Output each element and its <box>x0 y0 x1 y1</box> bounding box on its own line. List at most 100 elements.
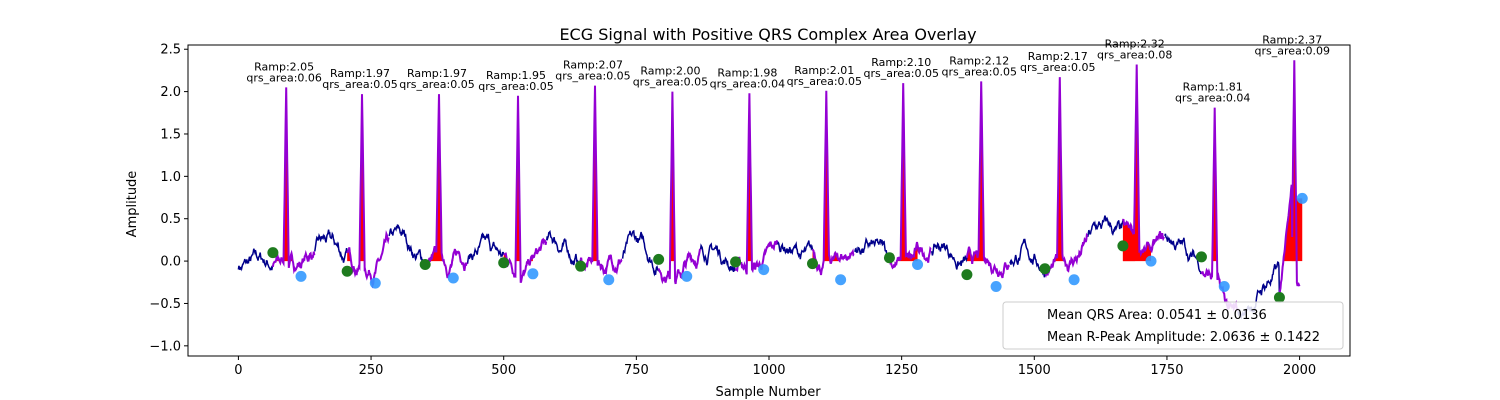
qrs-area-annotation-1: qrs_area:0.06 <box>246 71 321 84</box>
qrs-segment-line-4 <box>503 95 548 284</box>
qrs-segment-line-8 <box>811 90 855 276</box>
legend-entry-2: Mean R-Peak Amplitude: 2.0636 ± 0.1422 <box>1047 330 1320 345</box>
qrs-onset-marker-6 <box>653 253 665 265</box>
qrs-offset-marker-14 <box>1296 192 1308 204</box>
qrs-area-fill-8 <box>812 90 841 262</box>
x-tick-label-500: 500 <box>491 363 516 378</box>
qrs-segment-line-7 <box>734 93 778 275</box>
r-amp-annotation-11: Ramp:2.17 <box>1028 50 1088 63</box>
qrs-offset-marker-3 <box>447 272 459 284</box>
qrs-onset-marker-2 <box>341 265 353 277</box>
y-tick-label-0: −1.0 <box>149 339 181 354</box>
r-amp-annotation-14: Ramp:2.37 <box>1262 33 1322 46</box>
qrs-segment-line-1 <box>271 87 316 275</box>
legend-entry-1: Mean QRS Area: 0.0541 ± 0.0136 <box>1047 308 1267 323</box>
legend: Mean QRS Area: 0.0541 ± 0.0136 Mean R-Pea… <box>1002 301 1344 350</box>
qrs-offset-marker-9 <box>912 258 924 270</box>
qrs-area-fill-12 <box>1122 64 1152 262</box>
qrs-onset-marker-14 <box>1273 292 1285 304</box>
qrs-onset-marker-5 <box>575 260 587 272</box>
y-tick-label-3: 0.5 <box>160 212 181 227</box>
y-axis-label: Amplitude <box>125 171 140 238</box>
qrs-segment-line-2 <box>346 94 390 289</box>
x-tick-label-1250: 1250 <box>885 363 918 378</box>
r-amp-annotation-6: Ramp:2.00 <box>640 65 700 78</box>
r-amp-annotation-12: Ramp:2.32 <box>1105 37 1165 50</box>
legend-box <box>1002 301 1344 350</box>
qrs-area-annotation-13: qrs_area:0.04 <box>1175 92 1250 105</box>
r-amp-annotation-1: Ramp:2.05 <box>254 60 314 73</box>
qrs-area-annotation-7: qrs_area:0.04 <box>710 77 785 90</box>
qrs-area-annotation-5: qrs_area:0.05 <box>555 70 630 83</box>
qrs-offset-marker-13 <box>1218 281 1230 293</box>
qrs-area-annotation-14: qrs_area:0.09 <box>1255 44 1330 57</box>
r-amp-annotation-3: Ramp:1.97 <box>407 67 467 80</box>
x-tick-label-2000: 2000 <box>1283 363 1316 378</box>
qrs-segment-line-12 <box>1121 64 1165 258</box>
qrs-area-annotation-6: qrs_area:0.05 <box>633 76 708 89</box>
r-amp-annotation-9: Ramp:2.10 <box>871 56 931 69</box>
r-amp-annotation-7: Ramp:1.98 <box>717 66 777 79</box>
x-tick-label-1000: 1000 <box>752 363 785 378</box>
qrs-offset-marker-11 <box>1068 274 1080 286</box>
qrs-area-annotation-2: qrs_area:0.05 <box>322 78 397 91</box>
qrs-area-fill-3 <box>425 94 454 262</box>
qrs-area-fill-11 <box>1044 77 1075 262</box>
qrs-segment-line-14 <box>1278 60 1301 298</box>
qrs-offset-marker-10 <box>990 281 1002 293</box>
qrs-onset-marker-1 <box>267 247 279 259</box>
x-axis-label: Sample Number <box>715 385 821 400</box>
x-tick-label-1500: 1500 <box>1018 363 1051 378</box>
qrs-offset-marker-6 <box>681 270 693 282</box>
chart-title: ECG Signal with Positive QRS Complex Are… <box>559 25 976 44</box>
qrs-area-annotation-8: qrs_area:0.05 <box>787 75 862 88</box>
qrs-segment-line-11 <box>1043 77 1089 278</box>
qrs-segment-line-10 <box>965 81 1010 279</box>
qrs-area-annotation-11: qrs_area:0.05 <box>1020 61 1095 74</box>
qrs-offset-marker-5 <box>603 274 615 286</box>
x-tick-label-750: 750 <box>624 363 649 378</box>
r-amp-annotation-2: Ramp:1.97 <box>330 67 390 80</box>
qrs-area-annotation-3: qrs_area:0.05 <box>399 78 474 91</box>
qrs-onset-marker-12 <box>1117 240 1129 252</box>
r-amp-annotation-13: Ramp:1.81 <box>1183 81 1243 94</box>
qrs-offset-marker-2 <box>369 277 381 289</box>
r-amp-annotation-8: Ramp:2.01 <box>794 64 854 77</box>
r-amp-annotation-10: Ramp:2.12 <box>949 54 1009 67</box>
qrs-area-fill-10 <box>966 81 997 262</box>
x-tick-label-0: 0 <box>234 363 242 378</box>
qrs-segment-line-3 <box>424 94 468 279</box>
qrs-area-fill-9 <box>889 83 918 262</box>
qrs-offset-marker-4 <box>527 268 539 280</box>
qrs-offset-marker-12 <box>1145 255 1157 267</box>
y-tick-label-1: −0.5 <box>149 297 181 312</box>
qrs-onset-marker-8 <box>807 258 819 270</box>
qrs-segment-line-13 <box>1200 107 1239 312</box>
r-amp-annotation-5: Ramp:2.07 <box>563 59 623 72</box>
qrs-onset-marker-13 <box>1195 251 1207 263</box>
x-tick-label-250: 250 <box>359 363 384 378</box>
qrs-onset-marker-3 <box>419 258 431 270</box>
qrs-segment-line-6 <box>657 91 701 285</box>
qrs-onset-marker-4 <box>498 257 510 269</box>
qrs-segment-line-5 <box>579 85 623 276</box>
qrs-onset-marker-11 <box>1039 263 1051 275</box>
x-tick-label-1750: 1750 <box>1150 363 1183 378</box>
y-tick-label-6: 2.0 <box>160 85 181 100</box>
qrs-area-annotation-10: qrs_area:0.05 <box>942 65 1017 78</box>
qrs-area-annotation-12: qrs_area:0.08 <box>1097 48 1172 61</box>
qrs-area-annotation-4: qrs_area:0.05 <box>478 80 553 93</box>
qrs-onset-marker-10 <box>961 269 973 281</box>
y-tick-label-5: 1.5 <box>160 127 181 142</box>
qrs-offset-marker-1 <box>295 270 307 282</box>
y-tick-label-2: 0.0 <box>160 255 181 270</box>
qrs-offset-marker-8 <box>835 274 847 286</box>
qrs-onset-marker-9 <box>883 252 895 264</box>
qrs-onset-marker-7 <box>730 256 742 268</box>
y-tick-label-4: 1.0 <box>160 170 181 185</box>
qrs-segment-line-9 <box>888 83 932 270</box>
y-tick-label-7: 2.5 <box>160 43 181 58</box>
qrs-area-annotation-9: qrs_area:0.05 <box>864 67 939 80</box>
